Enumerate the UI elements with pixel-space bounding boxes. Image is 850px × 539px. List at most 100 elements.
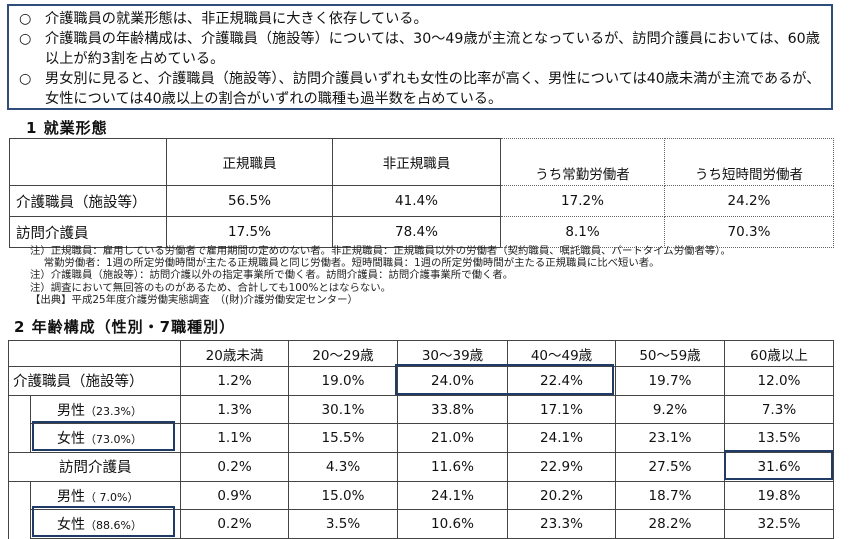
sub-label: 男性（23.3%） [30, 394, 181, 425]
group-label: 訪問介護員 [8, 452, 181, 482]
highlight-box [724, 450, 833, 480]
summary-text: 男女別に見ると、介護職員（施設等）、訪問介護員いずれも女性の比率が高く、男性につ… [45, 71, 821, 107]
gender-share: （ 7.0%） [85, 490, 139, 504]
cell-value: 15.5% [288, 423, 398, 454]
gender-share: （88.6%） [85, 519, 142, 533]
cell-value: 7.3% [724, 394, 834, 425]
header-blank [664, 138, 834, 161]
cell-value: 33.8% [397, 394, 508, 425]
row-label: 訪問介護員 [9, 216, 167, 248]
section2-title: 2 年齢構成（性別・7職種別） [14, 318, 236, 336]
cell-value: 13.5% [724, 423, 834, 454]
header-parttime: うち短時間労働者 [664, 161, 834, 186]
row-label: 介護職員（施設等） [9, 185, 167, 217]
cell-value: 24.1% [397, 480, 508, 511]
group-label: 介護職員（施設等） [8, 366, 181, 396]
summary-text: 介護職員の年齢構成は、介護職員（施設等）については、30～49歳が主流となってい… [45, 31, 820, 67]
cell-value: 20.2% [507, 480, 616, 511]
corner-cell [8, 340, 181, 367]
gender-share: （73.0%） [85, 433, 142, 447]
note-line: 注）正規職員：雇用している労働者で雇用期間の定めのない者。非正規職員：正規職員以… [30, 245, 731, 257]
cell-value: 17.2% [500, 185, 665, 217]
cell-value: 11.6% [397, 452, 508, 482]
cell-value: 21.0% [397, 423, 508, 454]
highlight-box [32, 506, 175, 537]
sub-label: 男性（ 7.0%） [30, 480, 181, 511]
indent-cell [8, 395, 31, 424]
cell-value: 4.3% [288, 452, 398, 482]
indent-cell [8, 423, 31, 453]
cell-value: 22.9% [507, 452, 616, 482]
gender-share: （23.3%） [85, 404, 142, 418]
highlight-box [395, 364, 614, 395]
age-header: 20歳未満 [180, 340, 289, 367]
gender-label: 男性 [57, 402, 85, 419]
cell-value: 24.2% [664, 185, 834, 217]
age-header: 40～49歳 [507, 340, 616, 367]
cell-value: 12.0% [724, 366, 834, 396]
highlight-box [32, 421, 175, 451]
cell-value: 10.6% [397, 509, 508, 539]
sub-label: 女性（88.6%） [30, 509, 181, 539]
cell-value: 19.8% [724, 480, 834, 511]
cell-value: 56.5% [166, 185, 333, 217]
cell-value: 9.2% [615, 394, 725, 425]
cell-value: 32.5% [724, 509, 834, 539]
cell-value: 23.1% [615, 423, 725, 454]
cell-value: 15.0% [288, 480, 398, 511]
employment-table: 正規職員 非正規職員 うち常勤労働者 うち短時間労働者 介護職員（施設等） 56… [9, 138, 834, 248]
cell-value: 0.2% [180, 509, 289, 539]
cell-value: 27.5% [615, 452, 725, 482]
header-regular: 正規職員 [166, 138, 333, 186]
corner-cell [9, 138, 167, 186]
summary-item: ○ 介護職員の年齢構成は、介護職員（施設等）については、30～49歳が主流となって… [19, 29, 823, 69]
header-blank [500, 138, 665, 161]
summary-text: 介護職員の就業形態は、非正規職員に大きく依存している。 [45, 11, 428, 27]
cell-value: 17.1% [507, 394, 616, 425]
header-nonregular: 非正規職員 [332, 138, 501, 186]
age-table: 20歳未満 20～29歳 30～39歳 40～49歳 50～59歳 60歳以上 … [8, 340, 834, 539]
bullet-circle: ○ [19, 71, 32, 87]
cell-value: 0.9% [180, 480, 289, 511]
cell-value: 30.1% [288, 394, 398, 425]
cell-value: 24.0% [397, 366, 508, 396]
cell-value: 41.4% [332, 185, 501, 217]
indent-cell [8, 481, 31, 510]
summary-item: ○ 介護職員の就業形態は、非正規職員に大きく依存している。 [19, 9, 823, 29]
notes: 注）正規職員：雇用している労働者で雇用期間の定めのない者。非正規職員：正規職員以… [30, 245, 830, 306]
age-header: 60歳以上 [724, 340, 834, 367]
summary-item: ○ 男女別に見ると、介護職員（施設等）、訪問介護員いずれも女性の比率が高く、男性に… [19, 69, 823, 109]
age-header: 30～39歳 [397, 340, 508, 367]
cell-value: 70.3% [664, 216, 834, 248]
age-header: 20～29歳 [288, 340, 398, 367]
cell-value: 28.2% [615, 509, 725, 539]
bullet-circle: ○ [19, 11, 32, 27]
cell-value: 8.1% [500, 216, 665, 248]
gender-label: 男性 [57, 488, 85, 505]
cell-value: 19.7% [615, 366, 725, 396]
cell-value: 17.5% [166, 216, 333, 248]
cell-value: 1.1% [180, 423, 289, 454]
section1-title: 1 就業形態 [26, 119, 108, 137]
source-line: 【出典】平成25年度介護労働実態調査 （(財)介護労働安定センター） [30, 293, 358, 306]
note-line: 注）調査において無回答のものがあるため、合計しても100%とはならない。 [30, 281, 392, 294]
cell-value: 3.5% [288, 509, 398, 539]
note-line: 注）介護職員（施設等）：訪問介護以外の指定事業所で働く者。訪問介護員：訪問介護事… [30, 269, 514, 282]
cell-value: 24.1% [507, 423, 616, 454]
cell-value: 19.0% [288, 366, 398, 396]
cell-value: 31.6% [724, 452, 834, 482]
bullet-circle: ○ [19, 31, 32, 47]
header-fulltime: うち常勤労働者 [500, 161, 665, 186]
note-line: 常勤労働者：1週の所定労働時間が主たる正規職員と同じ労働者。短時間職員：1週の所… [30, 257, 660, 270]
cell-value: 1.3% [180, 394, 289, 425]
gender-label: 女性 [57, 517, 85, 534]
cell-value: 18.7% [615, 480, 725, 511]
gender-label: 女性 [57, 431, 85, 448]
cell-value: 1.2% [180, 366, 289, 396]
age-header: 50～59歳 [615, 340, 725, 367]
cell-value: 23.3% [507, 509, 616, 539]
cell-value: 0.2% [180, 452, 289, 482]
cell-value: 22.4% [507, 366, 616, 396]
indent-cell [8, 509, 31, 539]
cell-value: 78.4% [332, 216, 501, 248]
